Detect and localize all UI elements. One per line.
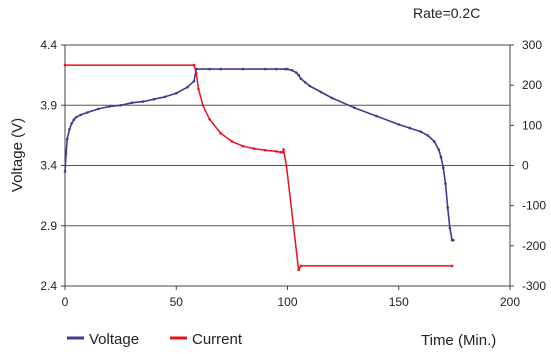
voltage-data-point <box>308 84 312 88</box>
voltage-data-point <box>72 118 76 121</box>
y2-tick-label: -200 <box>522 239 546 253</box>
voltage-data-point <box>433 140 436 143</box>
legend: Voltage Current <box>67 331 243 348</box>
voltage-data-point <box>275 67 278 71</box>
series-lines <box>63 63 455 272</box>
voltage-data-point <box>299 77 303 80</box>
voltage-data-point <box>437 148 441 152</box>
voltage-data-point <box>286 67 289 71</box>
current-data-point <box>192 63 196 67</box>
current-data-point <box>219 132 223 135</box>
current-data-point <box>285 164 288 167</box>
legend-current-label: Current <box>192 331 243 348</box>
voltage-data-point <box>208 67 211 71</box>
y2-tick-label: -100 <box>522 199 546 213</box>
voltage-data-point <box>192 79 196 83</box>
rate-annotation: Rate=0.2C <box>413 5 480 21</box>
current-data-point <box>299 264 303 268</box>
y2-tick-label: -300 <box>522 279 546 293</box>
voltage-data-point <box>119 104 122 107</box>
current-data-point <box>297 268 300 272</box>
current-data-point <box>63 63 67 67</box>
voltage-data-point <box>297 73 300 77</box>
voltage-data-point <box>375 114 378 118</box>
voltage-data-point <box>426 134 430 137</box>
voltage-data-point <box>186 85 189 89</box>
x-tick-label: 0 <box>62 295 69 309</box>
voltage-data-point <box>63 170 67 173</box>
voltage-data-point <box>319 90 323 94</box>
current-data-point <box>282 148 285 151</box>
current-data-point <box>264 148 267 152</box>
right-axis-ticks: -300 -200 -100 0 100 200 300 <box>510 38 546 293</box>
x-tick-label: 200 <box>500 295 520 309</box>
voltage-data-point <box>219 67 223 71</box>
legend-voltage-label: Voltage <box>89 331 139 348</box>
x-tick-label: 50 <box>170 295 184 309</box>
current-data-point <box>281 150 285 154</box>
y2-tick-label: 300 <box>522 38 542 52</box>
y-axis-title: Voltage (V) <box>9 118 26 192</box>
voltage-data-point <box>290 69 294 72</box>
voltage-data-point <box>419 130 423 134</box>
y-tick-label: 4.4 <box>40 38 57 52</box>
y2-tick-label: 100 <box>522 118 542 132</box>
voltage-data-point <box>108 105 111 108</box>
voltage-data-point <box>141 100 145 103</box>
current-data-point <box>208 118 211 121</box>
left-axis-ticks: 2.4 2.9 3.4 3.9 4.4 <box>40 38 65 293</box>
voltage-data-point <box>152 97 156 101</box>
voltage-data-point <box>74 116 78 119</box>
voltage-data-point <box>295 71 298 74</box>
current-data-point <box>197 87 200 91</box>
voltage-data-point <box>439 155 443 159</box>
voltage-data-point <box>130 101 134 105</box>
voltage-data-point <box>264 67 267 71</box>
voltage-data-point <box>446 206 450 209</box>
y2-tick-label: 200 <box>522 78 542 92</box>
y-tick-label: 2.4 <box>40 279 57 293</box>
current-data-point <box>252 147 256 150</box>
current-data-point <box>241 144 245 148</box>
y-tick-label: 2.9 <box>40 219 57 233</box>
voltage-data-point <box>452 238 455 242</box>
voltage-data-point <box>70 122 73 125</box>
voltage-data-point <box>86 111 89 114</box>
voltage-data-point <box>68 128 71 131</box>
voltage-data-point <box>163 95 167 99</box>
voltage-data-point <box>79 113 82 117</box>
current-data-point <box>450 264 454 268</box>
voltage-data-point <box>442 166 445 170</box>
x-axis-ticks: 0 50 100 150 200 <box>62 286 520 309</box>
current-data-point <box>195 71 198 75</box>
voltage-data-point <box>444 182 447 185</box>
voltage-data-point <box>97 107 100 111</box>
voltage-series-line <box>64 68 454 241</box>
x-tick-label: 100 <box>277 295 297 309</box>
x-axis-title: Time (Min.) <box>421 332 496 349</box>
voltage-data-point <box>353 106 356 109</box>
voltage-data-point <box>448 226 452 230</box>
voltage-data-point <box>241 67 245 71</box>
current-data-point <box>230 140 234 143</box>
voltage-data-point <box>397 123 401 126</box>
voltage-data-point <box>64 152 68 155</box>
voltage-data-point <box>175 91 178 95</box>
y-tick-label: 3.9 <box>40 98 57 112</box>
y2-tick-label: 0 <box>522 159 529 173</box>
voltage-data-point <box>304 81 307 84</box>
voltage-data-point <box>65 137 69 141</box>
voltage-data-point <box>284 67 287 71</box>
y-tick-label: 3.4 <box>40 159 57 173</box>
current-data-point <box>275 150 278 153</box>
x-tick-label: 150 <box>389 295 409 309</box>
current-data-point <box>279 150 283 154</box>
voltage-data-point <box>408 126 412 130</box>
current-data-point <box>201 104 205 107</box>
current-series-line <box>65 64 453 271</box>
voltage-data-point <box>330 96 334 100</box>
